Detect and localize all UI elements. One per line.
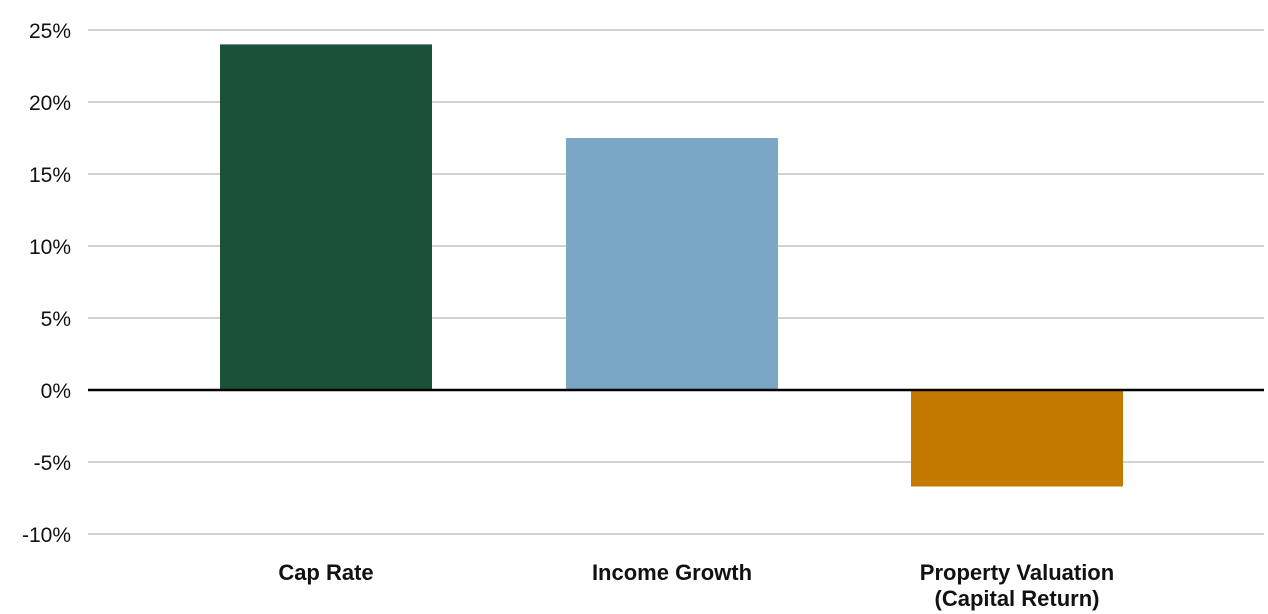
x-category-label: Property Valuation (Capital Return) [920, 560, 1114, 611]
bars [220, 44, 1123, 487]
bar [911, 390, 1123, 487]
y-tick-label: -10% [22, 524, 71, 547]
bar [220, 44, 432, 391]
y-tick-label: 20% [29, 92, 71, 115]
x-axis-category-labels: Cap Rate Income Growth Property Valuation(… [278, 560, 1114, 611]
x-category-label: Income Growth [592, 560, 752, 585]
y-tick-label: 5% [41, 308, 71, 331]
y-tick-label: -5% [34, 452, 71, 475]
y-tick-label: 15% [29, 164, 71, 187]
y-tick-label: 10% [29, 236, 71, 259]
bar [566, 138, 778, 390]
y-tick-label: 25% [29, 20, 71, 43]
y-tick-label: 0% [41, 380, 71, 403]
x-category-label: Cap Rate [278, 560, 373, 585]
y-axis-tick-labels: 25% 20% 15% 10% 5% 0% -5% -10% [22, 20, 71, 547]
